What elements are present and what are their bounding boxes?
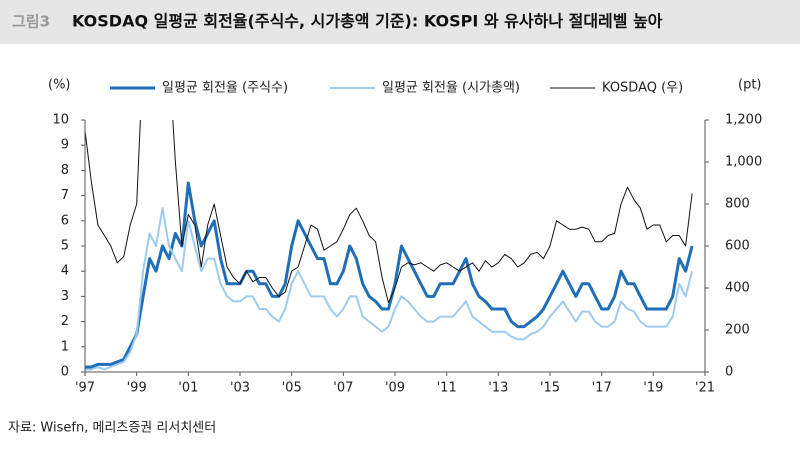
y-tick-label: 4 [61,264,69,279]
line-series [85,120,693,304]
y-tick-label: 9 [61,138,69,153]
y2-tick-label: 0 [725,365,733,380]
x-tick-label: '13 [488,381,508,396]
chart-title: KOSDAQ 일평균 회전율(주식수, 시가총액 기준): KOSPI 와 유사… [72,12,663,31]
x-tick-label: '21 [695,381,715,396]
source: 자료: Wisefn, 메리츠증권 리서치센터 [8,421,216,436]
x-tick-label: '03 [230,381,250,396]
y-axis-label: (%) [48,78,71,93]
x-tick-label: '11 [437,381,457,396]
plot-area [85,120,694,371]
y-tick-label: 0 [61,365,69,380]
y-tick-label: 10 [52,113,69,128]
x-tick-label: '19 [643,381,663,396]
y-tick-label: 6 [61,213,69,228]
x-tick-label: '07 [333,381,353,396]
x-tick-label: '17 [592,381,612,396]
y2-tick-label: 400 [725,281,750,296]
legend-label: 일평균 회전율 (시가총액) [382,81,520,96]
y2-tick-label: 200 [725,323,750,338]
y-tick-label: 8 [61,163,69,178]
x-tick-label: '09 [385,381,405,396]
x-tick-label: '99 [127,381,147,396]
x-tick-label: '97 [75,381,95,396]
y-tick-label: 3 [61,289,69,304]
y2-tick-label: 1,200 [725,113,762,128]
title-bar [0,0,800,44]
legend-label: 일평균 회전율 (주식수) [162,81,288,96]
figure-label: 그림3 [12,13,50,31]
legend-label: KOSDAQ (우) [602,81,683,96]
y2-tick-label: 1,000 [725,155,762,170]
y-tick-label: 2 [61,314,69,329]
y2-tick-label: 800 [725,197,750,212]
y-tick-label: 1 [61,339,69,354]
y2-axis-label: (pt) [738,78,762,93]
y2-tick-label: 600 [725,239,750,254]
x-tick-label: '05 [282,381,302,396]
line-series [85,181,694,369]
x-tick-label: '01 [178,381,198,396]
x-tick-label: '15 [540,381,560,396]
y-tick-label: 7 [61,188,69,203]
line-series [85,207,694,371]
y-tick-label: 5 [61,239,69,254]
